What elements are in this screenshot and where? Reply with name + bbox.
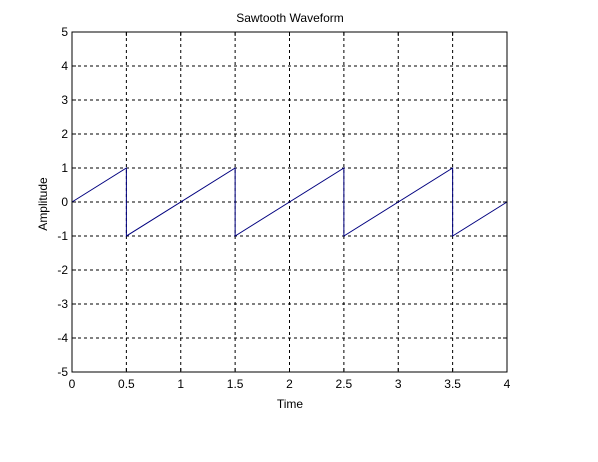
y-tick-label: 1 bbox=[61, 161, 68, 175]
chart-title: Sawtooth Waveform bbox=[236, 11, 344, 25]
x-axis-label: Time bbox=[277, 397, 304, 411]
x-tick-label: 2.5 bbox=[336, 377, 353, 391]
x-tick-label: 2 bbox=[286, 377, 293, 391]
y-tick-label: -5 bbox=[57, 365, 68, 379]
y-tick-label: 4 bbox=[61, 59, 68, 73]
data-series bbox=[71, 167, 508, 237]
y-tick-label: -3 bbox=[57, 297, 68, 311]
tick-labels: 0 0.5 1 1.5 2 2.5 3 3.5 4 -5 -4 -3 -2 -1 0 1 2 3 4 5 bbox=[57, 25, 510, 391]
y-tick-label: -4 bbox=[57, 331, 68, 345]
x-tick-label: 3 bbox=[395, 377, 402, 391]
y-tick-label: 0 bbox=[61, 195, 68, 209]
x-tick-label: 4 bbox=[504, 377, 511, 391]
x-tick-label: 3.5 bbox=[444, 377, 461, 391]
y-tick-label: -1 bbox=[57, 229, 68, 243]
y-tick-label: 2 bbox=[61, 127, 68, 141]
x-tick-label: 0.5 bbox=[118, 377, 135, 391]
y-axis-label: Amplitude bbox=[36, 177, 50, 231]
y-tick-label: 3 bbox=[61, 93, 68, 107]
x-tick-label: 1 bbox=[177, 377, 184, 391]
y-tick-label: -2 bbox=[57, 263, 68, 277]
plot-frame bbox=[71, 31, 508, 373]
x-tick-label: 0 bbox=[69, 377, 76, 391]
x-tick-label: 1.5 bbox=[227, 377, 244, 391]
y-tick-label: 5 bbox=[61, 25, 68, 39]
sawtooth-line bbox=[71, 167, 508, 237]
